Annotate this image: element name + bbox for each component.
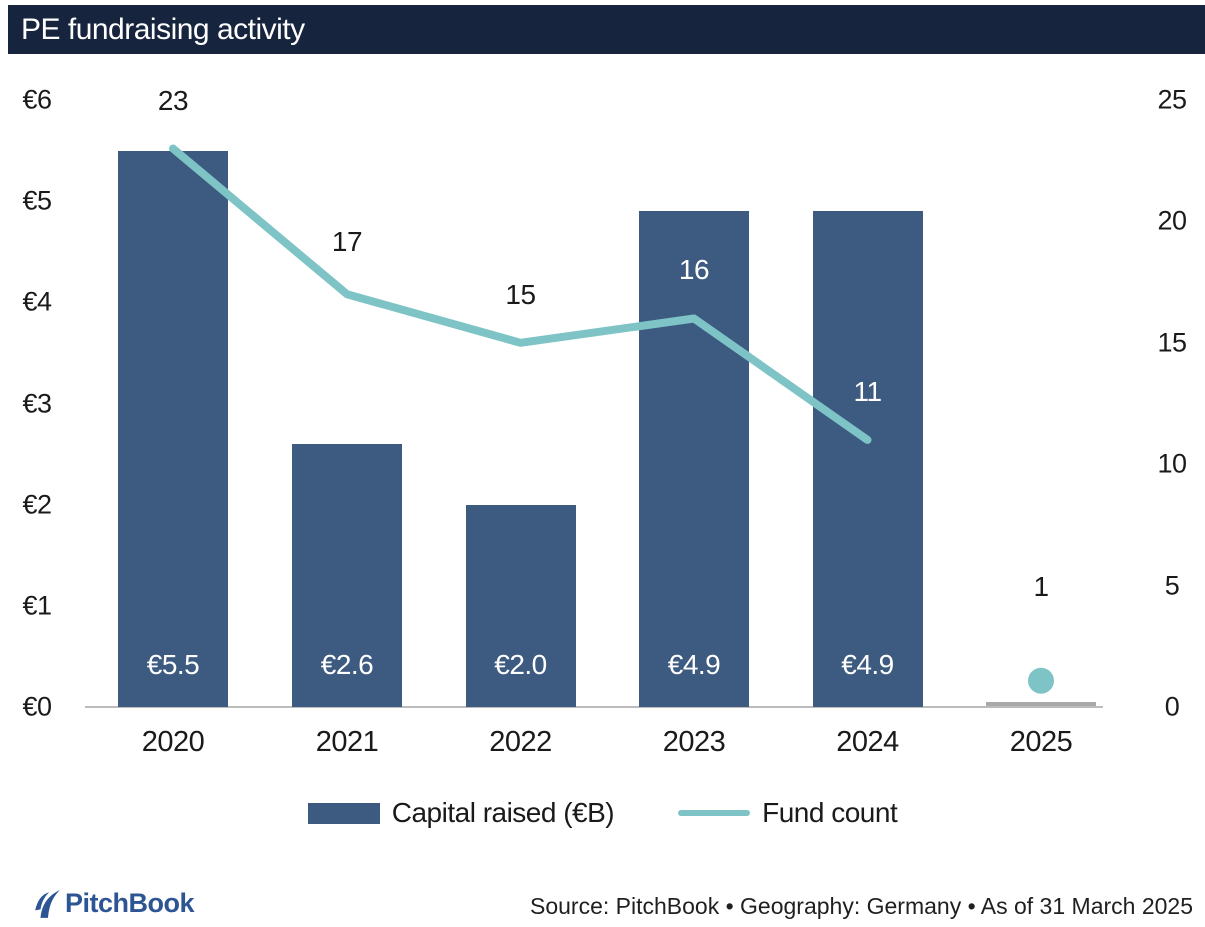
x-axis-tick-2022: 2022 xyxy=(489,726,552,758)
line-series-swatch xyxy=(678,810,751,816)
y-axis-tick-right: 5 xyxy=(1164,570,1180,601)
bar-series-swatch xyxy=(307,802,380,824)
y-axis-tick-right: 10 xyxy=(1157,448,1187,479)
y-axis-tick-left: €4 xyxy=(22,286,52,317)
legend-label-fund-count: Fund count xyxy=(762,797,898,828)
y-axis-tick-right: 15 xyxy=(1157,327,1187,358)
y-axis-tick-left: €3 xyxy=(22,388,52,418)
legend-item-capital-raised: Capital raised (€B) xyxy=(307,797,615,829)
y-axis-tick-right: 20 xyxy=(1157,205,1187,236)
line-value-label: 1 xyxy=(1033,570,1049,602)
bar-value-label: €2.0 xyxy=(494,648,547,680)
legend-label-capital-raised: Capital raised (€B) xyxy=(391,797,615,828)
line-value-label: 16 xyxy=(678,253,710,285)
pitchbook-logo-icon xyxy=(35,889,60,918)
y-axis-tick-right: 25 xyxy=(1157,84,1187,115)
legend-item-fund-count: Fund count xyxy=(678,797,898,829)
fund-count-dot-2025 xyxy=(1028,667,1054,694)
x-axis-tick-2020: 2020 xyxy=(141,726,205,758)
combo-chart: €0 €1 €2 €3 €4 €5 €6 0 5 10 15 20 25 €5.5 €2.6 €2.0 €4.9… xyxy=(22,84,1187,759)
bar-2020: €5.5 xyxy=(118,150,228,707)
bar-2021: €2.6 xyxy=(292,443,402,707)
bar-value-label: €5.5 xyxy=(146,648,200,680)
x-axis-line xyxy=(85,706,1103,708)
line-value-label: 11 xyxy=(853,375,882,407)
bar-2024: €4.9 xyxy=(812,211,923,707)
x-axis-tick-2024: 2024 xyxy=(836,726,899,758)
bar-value-label: €4.9 xyxy=(841,648,894,680)
bar-value-label: €4.9 xyxy=(667,648,721,680)
pitchbook-logo: PitchBook xyxy=(35,888,195,919)
chart-legend: Capital raised (€B) Fund count xyxy=(0,797,1205,829)
y-axis-tick-left: €0 xyxy=(22,691,52,722)
line-value-label: 15 xyxy=(505,278,536,310)
bar-2022: €2.0 xyxy=(465,504,576,707)
chart-title-bar: PE fundraising activity xyxy=(8,5,1205,54)
source-attribution: Source: PitchBook • Geography: Germany •… xyxy=(529,893,1193,919)
line-value-label: 23 xyxy=(157,84,189,116)
chart-footer: PitchBook Source: PitchBook • Geography:… xyxy=(0,880,1205,927)
y-axis-tick-left: €6 xyxy=(22,84,52,115)
x-axis-tick-2021: 2021 xyxy=(315,726,379,758)
pitchbook-logo-text: PitchBook xyxy=(65,888,195,918)
chart-title: PE fundraising activity xyxy=(21,12,305,46)
y-axis-tick-right: 0 xyxy=(1164,691,1180,722)
bar-value-label: €2.6 xyxy=(320,648,374,680)
y-axis-tick-left: €2 xyxy=(22,489,52,520)
x-axis-tick-2023: 2023 xyxy=(662,726,726,758)
bar-2023: €4.9 xyxy=(639,211,749,707)
line-value-label: 17 xyxy=(331,226,363,258)
y-axis-tick-left: €1 xyxy=(22,590,52,621)
y-axis-tick-left: €5 xyxy=(22,185,52,216)
x-axis-tick-2025: 2025 xyxy=(1009,726,1073,758)
bar-2025 xyxy=(986,702,1096,706)
